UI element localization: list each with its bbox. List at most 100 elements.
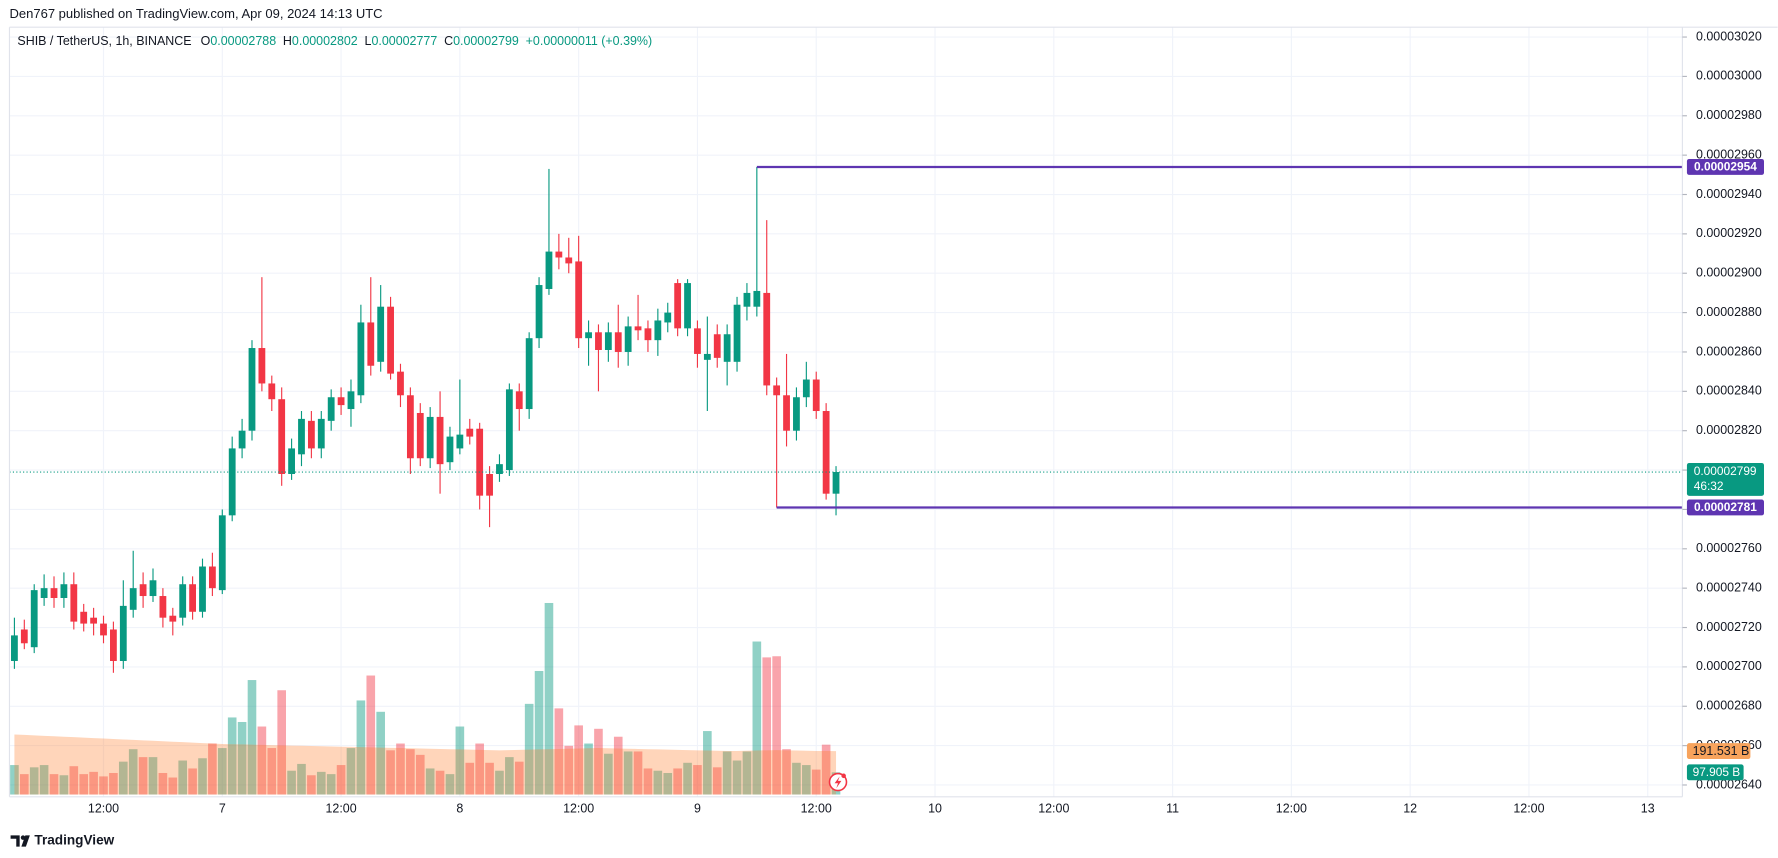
- candle-body: [733, 304, 741, 362]
- candle-body: [149, 580, 157, 597]
- volume-bar: [643, 768, 653, 795]
- candle-body: [169, 615, 177, 622]
- candle-body: [703, 353, 711, 360]
- volume-bar: [267, 748, 277, 795]
- volume-bar: [574, 725, 583, 795]
- x-tick-label: 8: [456, 802, 463, 816]
- high-value: 0.00002802: [292, 34, 358, 48]
- volume-ma-label: 191.531 B: [1693, 744, 1750, 758]
- volume-bar: [534, 670, 544, 795]
- candle-body: [199, 566, 206, 612]
- candle-body: [595, 332, 602, 350]
- alert-icon-dot[interactable]: [841, 773, 846, 779]
- level-label: 0.00002781: [1694, 500, 1757, 514]
- candle-body: [753, 290, 761, 307]
- candle-body: [476, 428, 484, 496]
- candle-body: [723, 334, 731, 362]
- x-tick-label: 12: [1403, 802, 1417, 816]
- candle-body: [674, 283, 682, 329]
- candle-body: [248, 348, 256, 431]
- volume-bar: [39, 765, 49, 795]
- candle-body: [347, 391, 355, 410]
- candle-body: [367, 322, 375, 366]
- candle-body: [377, 306, 385, 362]
- y-tick-label: 0.00002840: [1696, 384, 1762, 398]
- volume-bar: [208, 743, 217, 795]
- candle-body: [238, 430, 246, 449]
- candle-body: [456, 434, 464, 449]
- volume-bar: [564, 745, 574, 795]
- volume-bar: [178, 760, 188, 795]
- footer-brand[interactable]: TradingView: [34, 833, 114, 848]
- volume-bar: [69, 766, 79, 795]
- candle-body: [258, 348, 266, 384]
- x-tick-label: 12:00: [563, 802, 594, 816]
- volume-bar: [138, 757, 148, 795]
- candle-body: [446, 436, 454, 463]
- candle-body: [50, 588, 58, 599]
- volume-bar: [406, 749, 415, 795]
- volume-bar: [742, 751, 752, 795]
- volume-bar: [99, 776, 108, 795]
- candle-body: [812, 379, 820, 412]
- candle-body: [466, 428, 474, 437]
- volume-layer: [10, 602, 841, 795]
- volume-bar: [118, 761, 128, 795]
- volume-bar: [227, 717, 237, 795]
- candle-body: [515, 391, 523, 410]
- footer-logo[interactable]: TradingView: [10, 833, 115, 848]
- x-tick-label: 12:00: [1038, 802, 1069, 816]
- candle-body: [100, 623, 107, 636]
- alert-icon[interactable]: [828, 772, 848, 792]
- candle-body: [139, 584, 147, 597]
- candle-body: [486, 473, 493, 496]
- alert-icon-bolt[interactable]: [834, 776, 842, 789]
- volume-bar: [396, 743, 405, 795]
- volume-bar: [782, 749, 791, 795]
- level-layer: [9, 165, 1683, 509]
- volume-bar: [673, 768, 682, 795]
- volume-bar: [821, 744, 831, 795]
- volume-bar: [435, 770, 445, 795]
- volume-bar: [544, 602, 554, 795]
- volume-bar: [772, 656, 781, 795]
- volume-bar: [188, 768, 197, 795]
- candle-body: [773, 385, 781, 396]
- volume-bar: [653, 770, 663, 795]
- candle-body: [80, 611, 88, 624]
- candle-body: [614, 332, 622, 352]
- logo-mark-right[interactable]: [21, 835, 30, 847]
- y-tick-label: 0.00003000: [1696, 69, 1762, 83]
- volume-bar: [316, 771, 326, 795]
- y-tick-label: 0.00002980: [1696, 108, 1762, 122]
- volume-bar: [495, 770, 504, 795]
- low-letter: L: [365, 34, 372, 48]
- candle-body: [406, 395, 414, 459]
- publisher-line: Den767 published on TradingView.com, Apr…: [9, 6, 382, 21]
- volume-bar: [198, 758, 207, 795]
- candle-body: [822, 411, 830, 494]
- volume-bar: [89, 771, 98, 795]
- volume-bar: [613, 736, 623, 795]
- countdown-label: 46:32: [1694, 479, 1724, 493]
- volume-bar: [20, 774, 29, 795]
- volume-bar: [336, 765, 346, 795]
- candle-body: [634, 326, 642, 331]
- candle-body: [357, 322, 365, 396]
- candle-body: [684, 283, 691, 329]
- candle-body: [20, 629, 28, 644]
- y-tick-label: 0.00002960: [1696, 147, 1762, 161]
- logo-mark-left[interactable]: [10, 835, 20, 847]
- volume-ma-area: [14, 734, 837, 795]
- candle-body: [179, 584, 187, 618]
- volume-bar: [287, 770, 296, 795]
- y-tick-label: 0.00002700: [1696, 659, 1762, 673]
- candle-body: [654, 320, 662, 341]
- volume-bar: [475, 743, 484, 795]
- candle-body: [208, 566, 216, 589]
- candle-body: [832, 472, 840, 494]
- volume-bar: [683, 762, 692, 795]
- candle-body: [40, 588, 48, 599]
- volume-label: 97.905 B: [1693, 765, 1741, 779]
- ohlc-legend: SHIB / TetherUS, 1h, BINANCE O0.00002788 H…: [17, 34, 652, 48]
